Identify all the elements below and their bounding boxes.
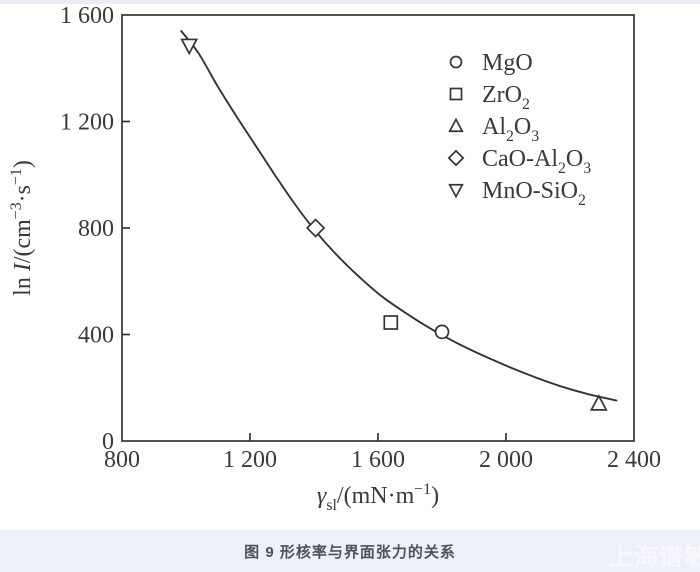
y-axis-tick-label: 0 [102, 429, 114, 455]
x-axis-title: γsl/(mN·m−1) [317, 481, 439, 514]
top-border-strip [0, 0, 700, 4]
x-axis-tick-label: 2 000 [479, 447, 533, 473]
data-point-Al2O3 [589, 394, 608, 411]
y-axis-tick-label: 400 [78, 323, 114, 349]
data-point-MnO-SiO2 [180, 38, 199, 56]
figure-caption: 图 9 形核率与界面张力的关系 [244, 543, 456, 561]
x-axis-tick-label: 1 600 [351, 447, 405, 473]
y-axis-tick-label: 800 [78, 216, 114, 242]
x-axis-tick-label: 800 [104, 447, 140, 473]
x-axis-tick-label: 1 200 [223, 447, 277, 473]
x-axis-tick-label: 2 400 [607, 447, 661, 473]
y-axis-tick-label: 1 600 [60, 3, 114, 29]
legend-label-CaO-Al2O3: CaO-Al2O3 [482, 146, 591, 177]
y-axis-tick-label: 1 200 [60, 110, 114, 136]
legend-marker-CaO-Al2O3 [447, 149, 465, 167]
legend-marker-Al2O3 [448, 117, 464, 133]
caption-bar: 图 9 形核率与界面张力的关系 上海谱敏 [0, 530, 700, 572]
data-point-CaO-Al2O3 [305, 218, 326, 238]
plot-frame [121, 14, 635, 442]
legend-label-MgO: MgO [482, 50, 533, 76]
legend-label-ZrO2: ZrO2 [482, 82, 530, 113]
legend-label-MnO-SiO2: MnO-SiO2 [482, 178, 586, 209]
data-point-MgO [434, 324, 450, 340]
legend-marker-MnO-SiO2 [448, 183, 464, 199]
legend-marker-ZrO2 [449, 87, 463, 101]
fit-curve [180, 30, 618, 402]
watermark-text: 上海谱敏 [609, 544, 700, 571]
legend-marker-MgO [449, 55, 463, 69]
data-point-ZrO2 [383, 315, 399, 330]
nucleation-rate-vs-interfacial-tension-chart: 800 1 200 1 600 2 000 2 400 0 400 800 1 200 1 600… [8, 3, 661, 514]
y-axis-title: ln I/(cm−3·s−1) [8, 160, 36, 296]
legend-label-Al2O3: Al2O3 [482, 114, 539, 145]
